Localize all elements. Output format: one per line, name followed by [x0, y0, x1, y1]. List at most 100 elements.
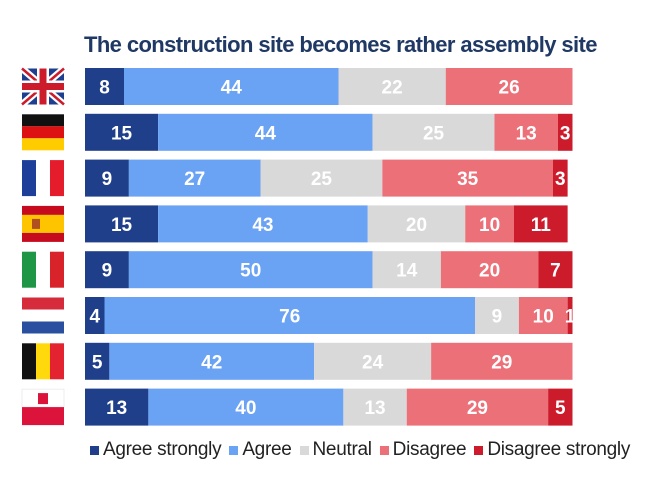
data-label: 76 [279, 307, 300, 328]
data-label: 13 [516, 123, 537, 144]
legend-item: Agree [229, 439, 292, 461]
bar-segment [475, 297, 519, 334]
data-label: 50 [240, 261, 261, 282]
bar-segment [553, 159, 568, 197]
bar-row: 8 44 22 26 [85, 68, 573, 105]
legend-swatch [474, 445, 484, 455]
data-label: 25 [423, 123, 445, 144]
legend-label: Disagree strongly [487, 439, 631, 460]
bar-segment [431, 342, 573, 380]
bar-segment [406, 388, 549, 426]
legend-label: Disagree [392, 439, 467, 460]
bar-segment [343, 388, 407, 426]
bar-segment [494, 113, 558, 151]
bar-row: 15 44 25 13 3 [85, 113, 573, 151]
bar-row: 4 76 9 10 1 [85, 297, 576, 334]
data-label: 8 [99, 78, 110, 99]
data-label: 5 [555, 398, 566, 419]
data-label: 15 [111, 123, 133, 144]
bar-segment [128, 159, 261, 197]
data-label: 20 [406, 215, 427, 236]
bar-segment [538, 251, 573, 289]
bar-segment [85, 68, 124, 105]
data-label: 10 [479, 215, 500, 236]
data-label: 29 [467, 398, 488, 419]
legend-label: Agree [242, 439, 292, 460]
data-label: 1 [565, 307, 576, 328]
bar-segment [158, 113, 373, 151]
data-label: 7 [550, 261, 561, 282]
bar-segment [338, 68, 446, 105]
legend-item: Disagree strongly [474, 439, 630, 461]
bar-segment [128, 251, 373, 289]
data-label: 44 [221, 78, 243, 99]
data-label: 44 [255, 123, 277, 144]
bar-segment [557, 113, 573, 151]
bar-segment [372, 113, 495, 151]
legend-label: Agree strongly [103, 439, 222, 460]
bar-segment [382, 159, 553, 197]
legend-label: Neutral [312, 439, 372, 460]
data-label: 40 [235, 398, 256, 419]
bar-segment [548, 388, 573, 426]
bar-segment [109, 342, 315, 380]
legend-swatch [299, 445, 309, 455]
bar-segment [85, 113, 159, 151]
data-label: 3 [560, 123, 571, 144]
data-label: 9 [102, 169, 113, 190]
data-label: 29 [491, 352, 512, 373]
bar-row: 15 43 20 10 11 [85, 205, 568, 243]
data-label: 13 [106, 398, 127, 419]
bar-row: 9 27 25 35 3 [85, 159, 568, 197]
bar-segment [260, 159, 383, 197]
italy-flag-icon [22, 251, 64, 288]
data-label: 35 [457, 169, 479, 190]
bar-segment [372, 251, 441, 289]
bar-segment [158, 205, 368, 243]
germany-flag-icon [22, 114, 64, 151]
france-flag-icon [22, 160, 64, 197]
data-label: 14 [396, 261, 418, 282]
chart-title: The construction site becomes rather ass… [84, 32, 597, 57]
bar-segment [148, 388, 344, 426]
data-label: 10 [533, 307, 554, 328]
data-label: 25 [311, 169, 333, 190]
data-label: 24 [362, 352, 384, 373]
data-label: 11 [531, 215, 552, 236]
data-label: 3 [555, 169, 566, 190]
bar-segment [124, 68, 339, 105]
bar-segment [85, 159, 129, 197]
legend-swatch [379, 445, 389, 455]
data-label: 20 [479, 261, 500, 282]
bar-segment [85, 251, 129, 289]
legend-item: Neutral [299, 439, 372, 461]
bar-segment [85, 388, 149, 426]
data-label: 9 [492, 307, 503, 328]
bar-row: 13 40 13 29 5 [85, 388, 573, 426]
poland-flag-icon [21, 388, 65, 426]
bar-segment [514, 205, 568, 243]
legend: Agree strongly Agree Neutral Disagree Disagr… [90, 439, 638, 461]
bar-segment [85, 342, 110, 380]
bar-segment [85, 205, 159, 243]
bar-row: 5 42 24 29 [85, 342, 573, 380]
bar-segment [104, 297, 475, 334]
flag-column [19, 65, 67, 426]
uk-flag-icon [19, 65, 67, 108]
data-label: 22 [382, 78, 403, 99]
data-label: 4 [89, 307, 100, 328]
bar-row: 9 50 14 20 7 [85, 251, 573, 289]
netherlands-flag-icon [22, 297, 64, 334]
bar-segment [85, 297, 105, 334]
data-label: 43 [252, 215, 273, 236]
bar-segment [440, 251, 539, 289]
legend-swatch [229, 445, 239, 455]
spain-flag-icon [22, 205, 64, 242]
bar-segment [367, 205, 466, 243]
data-label: 27 [184, 169, 205, 190]
bar-segment [567, 297, 573, 334]
legend-swatch [90, 445, 99, 455]
data-label: 15 [111, 215, 133, 236]
